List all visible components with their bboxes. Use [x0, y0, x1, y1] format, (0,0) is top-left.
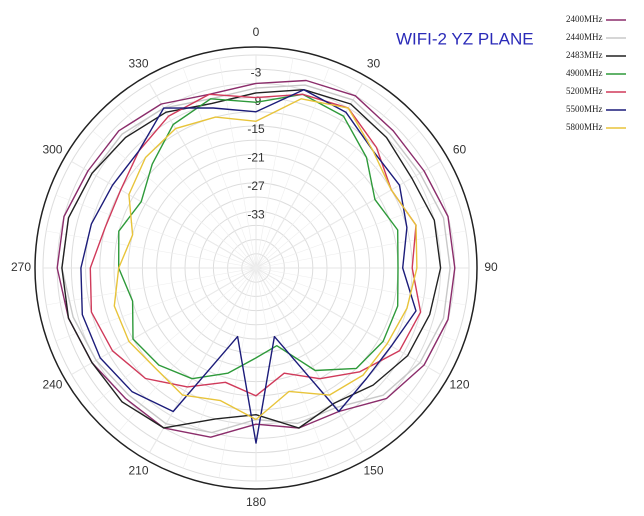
legend-label: 5200MHz [566, 86, 603, 96]
minor-spoke [255, 130, 420, 269]
minor-spoke [149, 83, 257, 269]
angle-label: 150 [363, 464, 383, 478]
angle-label: 90 [484, 260, 498, 274]
r-tick-label: -27 [247, 179, 265, 193]
minor-spoke [255, 230, 466, 269]
minor-spoke [149, 267, 257, 453]
angle-label: 180 [246, 495, 266, 509]
minor-spoke [46, 230, 257, 269]
minor-spoke [255, 267, 394, 432]
series-line [56, 79, 456, 438]
minor-spoke [255, 267, 330, 469]
outer-ring [34, 46, 478, 490]
minor-spoke [118, 104, 257, 269]
r-tick-label: -15 [247, 122, 265, 136]
angle-label: 60 [453, 143, 467, 157]
minor-spoke [255, 267, 420, 406]
minor-spoke [255, 83, 363, 269]
legend-label: 2400MHz [566, 14, 603, 24]
chart-title: WIFI-2 YZ PLANE [396, 29, 534, 48]
series-line [61, 89, 442, 429]
minor-spoke [255, 161, 441, 269]
angle-label: 330 [128, 57, 148, 71]
minor-spoke [71, 267, 257, 375]
angle-label: 300 [42, 143, 62, 157]
legend-label: 5500MHz [566, 104, 603, 114]
minor-spoke [255, 58, 294, 269]
series-line [80, 89, 417, 444]
angle-label: 0 [253, 25, 260, 39]
legend-label: 2483MHz [566, 50, 603, 60]
minor-spoke [92, 130, 257, 269]
minor-spoke [55, 267, 257, 342]
r-tick-label: -21 [247, 151, 265, 165]
minor-spoke [118, 267, 257, 432]
r-tick-label: -9 [251, 94, 262, 108]
minor-spoke [218, 267, 257, 478]
angle-label: 210 [128, 464, 148, 478]
angle-label: 120 [450, 378, 470, 392]
minor-spoke [55, 194, 257, 269]
angle-label: 30 [367, 57, 381, 71]
minor-spoke [255, 267, 294, 478]
minor-spoke [255, 267, 363, 453]
series-line [113, 98, 418, 421]
legend-label: 2440MHz [566, 32, 603, 42]
legend-label: 4900MHz [566, 68, 603, 78]
legend-label: 5800MHz [566, 122, 603, 132]
minor-spoke [218, 58, 257, 269]
minor-spoke [255, 194, 457, 269]
r-tick-label: -3 [251, 65, 262, 79]
angle-label: 240 [42, 378, 62, 392]
minor-spoke [71, 161, 257, 269]
minor-spoke [255, 104, 394, 269]
r-tick-label: -33 [247, 207, 265, 221]
angle-label: 270 [11, 260, 31, 274]
series-line [118, 93, 399, 380]
minor-spoke [255, 267, 441, 375]
minor-spoke [92, 267, 257, 406]
minor-spoke [255, 267, 466, 306]
